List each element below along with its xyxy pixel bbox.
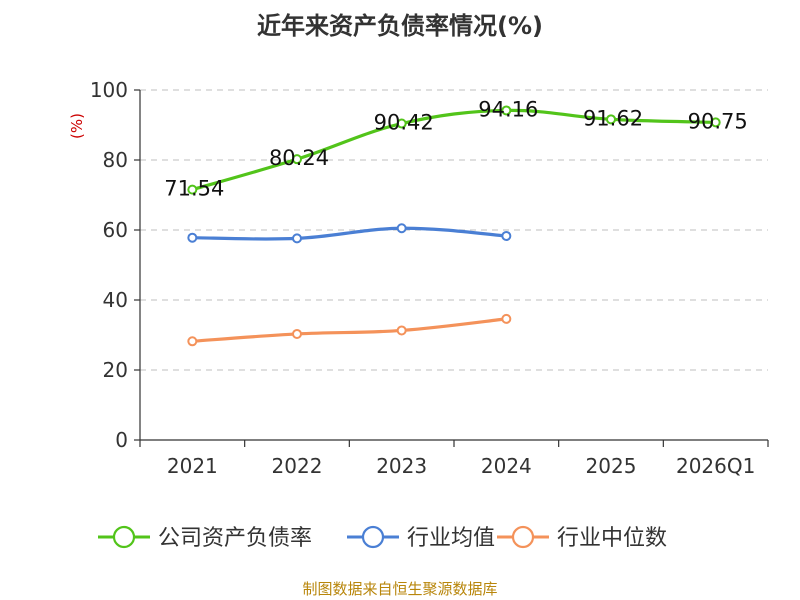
data-label: 90.75 xyxy=(688,109,748,133)
data-point xyxy=(501,230,512,241)
data-point xyxy=(396,325,407,336)
y-tick-label: 0 xyxy=(115,428,128,452)
y-axis-unit-label: (%) xyxy=(68,113,86,139)
data-point xyxy=(187,184,198,195)
legend-label: 行业均值 xyxy=(407,526,495,551)
chart-title: 近年来资产负债率情况(%) xyxy=(257,12,543,40)
data-point xyxy=(292,233,302,244)
data-labels: 71.54 80.24 90.42 94.16 91.62 90.75 xyxy=(164,97,747,200)
y-tick-label: 100 xyxy=(90,78,128,102)
data-point xyxy=(710,117,721,128)
legend-marker xyxy=(511,525,535,549)
legend-label: 公司资产负债率 xyxy=(158,526,312,551)
legend-item[interactable]: 行业均值 xyxy=(347,525,495,551)
x-tick-label: 2021 xyxy=(167,454,218,478)
y-tick-label: 60 xyxy=(103,218,128,242)
legend-label: 行业中位数 xyxy=(557,526,667,551)
data-point xyxy=(501,313,512,324)
data-point xyxy=(396,118,407,129)
data-point xyxy=(606,114,616,125)
source-note: 制图数据来自恒生聚源数据库 xyxy=(302,580,498,598)
y-tick-label: 20 xyxy=(103,358,128,382)
legend[interactable]: 公司资产负债率 行业均值 行业中位数 xyxy=(98,525,667,551)
data-point xyxy=(396,223,407,234)
data-point xyxy=(292,154,302,165)
series-line xyxy=(192,317,507,343)
x-tick-label: 2026Q1 xyxy=(676,454,755,478)
data-label: 90.42 xyxy=(374,111,434,135)
x-tick-label: 2025 xyxy=(586,454,637,478)
data-point xyxy=(187,232,198,243)
data-label: 91.62 xyxy=(583,106,643,130)
data-point xyxy=(187,336,198,347)
x-tick-label: 2023 xyxy=(376,454,427,478)
data-label: 80.24 xyxy=(269,146,329,170)
data-point xyxy=(501,105,512,116)
series-line xyxy=(191,108,716,192)
axes: 0 20 40 60 80 100 2021 2022 2023 2024 2025 2026Q1 xyxy=(90,78,769,478)
legend-item[interactable]: 公司资产负债率 xyxy=(98,525,312,551)
legend-marker xyxy=(361,525,385,549)
y-tick-label: 80 xyxy=(103,148,128,172)
grid-lines xyxy=(140,89,768,371)
series-lines xyxy=(187,105,721,347)
series-line xyxy=(192,226,507,241)
y-tick-label: 40 xyxy=(103,288,128,312)
data-point xyxy=(292,328,302,339)
x-tick-label: 2024 xyxy=(481,454,532,478)
legend-item[interactable]: 行业中位数 xyxy=(497,525,667,551)
legend-marker xyxy=(112,525,136,549)
data-label: 71.54 xyxy=(164,177,224,201)
x-tick-label: 2022 xyxy=(272,454,323,478)
data-label: 94.16 xyxy=(478,97,538,121)
